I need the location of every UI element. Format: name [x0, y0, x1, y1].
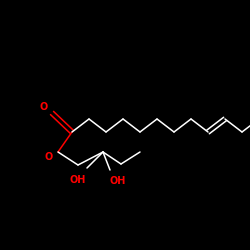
- Text: OH: OH: [70, 175, 86, 185]
- Text: OH: OH: [110, 176, 126, 186]
- Text: O: O: [45, 152, 53, 162]
- Text: O: O: [40, 102, 48, 112]
